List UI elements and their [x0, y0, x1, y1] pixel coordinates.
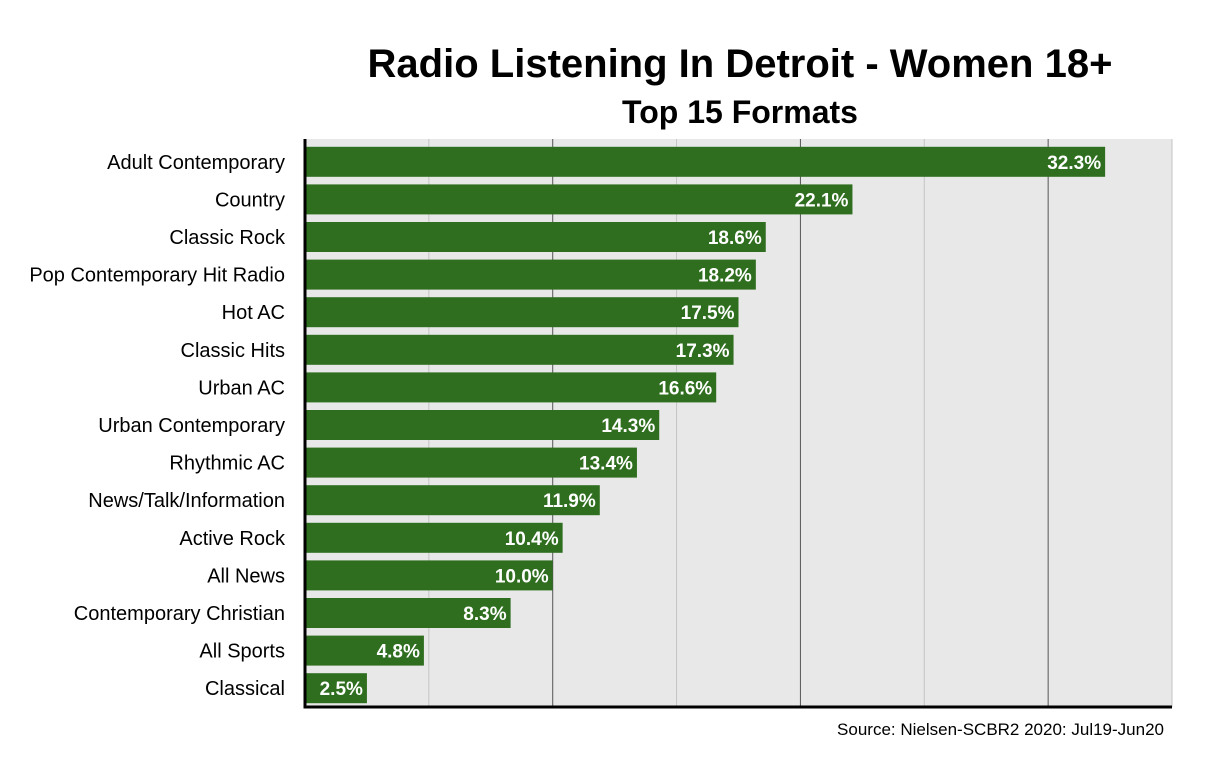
category-label-2: Country: [215, 189, 285, 211]
chart-title: Radio Listening In Detroit - Women 18+: [367, 42, 1113, 86]
category-label-5: Hot AC: [222, 302, 285, 324]
bar-10: [306, 485, 600, 516]
bars-group: [306, 146, 1106, 704]
value-label-14: 4.8%: [377, 642, 420, 663]
bar-11: [306, 522, 563, 553]
bar-2: [306, 184, 853, 215]
category-label-10: News/Talk/Information: [88, 490, 285, 512]
category-label-7: Urban AC: [198, 377, 285, 399]
bar-13: [306, 598, 511, 628]
bar-6: [306, 334, 734, 365]
bar-9: [306, 447, 637, 478]
category-label-13: Contemporary Christian: [74, 603, 285, 625]
value-label-9: 13.4%: [579, 454, 633, 475]
bar-14: [306, 635, 424, 666]
category-label-3: Classic Rock: [169, 227, 286, 249]
category-label-11: Active Rock: [179, 528, 286, 550]
value-label-12: 10.0%: [495, 566, 549, 587]
category-label-15: Classical: [205, 678, 285, 700]
bar-7: [306, 372, 717, 403]
category-label-6: Classic Hits: [181, 340, 285, 362]
value-label-10: 11.9%: [543, 491, 596, 512]
bar-1: [306, 146, 1106, 177]
value-label-7: 16.6%: [658, 378, 712, 399]
value-label-6: 17.3%: [676, 341, 730, 362]
source-note: Source: Nielsen-SCBR2 2020: Jul19-Jun20: [837, 720, 1164, 739]
category-label-9: Rhythmic AC: [169, 453, 285, 475]
chart-subtitle: Top 15 Formats: [622, 94, 858, 130]
value-label-5: 17.5%: [681, 303, 735, 324]
bar-3: [306, 222, 766, 252]
value-label-3: 18.6%: [708, 228, 762, 249]
bar-12: [306, 560, 553, 591]
category-label-12: All News: [207, 565, 285, 587]
value-label-15: 2.5%: [320, 679, 363, 700]
value-label-8: 14.3%: [601, 416, 655, 437]
value-labels: 32.3% 22.1% 18.6% 18.2% 17.5% 17.3% 16.6%14.3%…: [320, 153, 1102, 700]
value-label-1: 32.3%: [1047, 153, 1101, 174]
bar-15: [306, 673, 367, 704]
category-label-14: All Sports: [199, 641, 285, 663]
value-label-13: 8.3%: [463, 604, 506, 625]
bar-5: [306, 297, 739, 328]
bar-4: [306, 259, 756, 290]
category-label-4: Pop Contemporary Hit Radio: [29, 265, 285, 287]
value-label-2: 22.1%: [795, 190, 849, 211]
category-labels: Adult Contemporary Country Classic Rock Pop…: [29, 152, 286, 700]
category-label-1: Adult Contemporary: [107, 152, 285, 174]
bar-8: [306, 410, 660, 440]
value-label-4: 18.2%: [698, 266, 752, 287]
value-label-11: 10.4%: [505, 529, 559, 550]
category-label-8: Urban Contemporary: [98, 415, 285, 437]
